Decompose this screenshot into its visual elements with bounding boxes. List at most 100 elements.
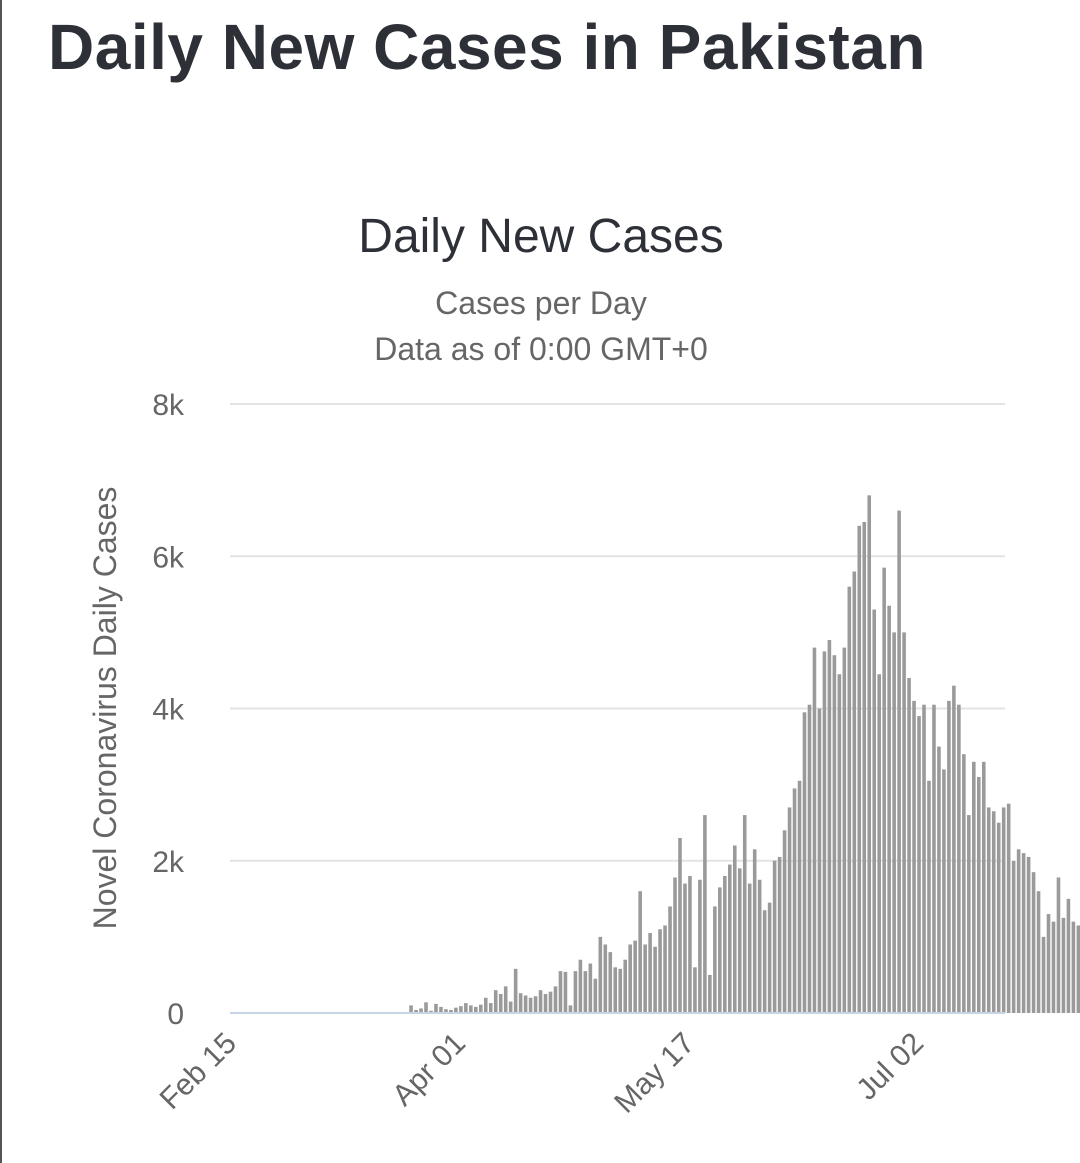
bar: [862, 521, 867, 1013]
y-axis-label: Novel Coronavirus Daily Cases: [87, 487, 123, 930]
bar: [578, 959, 583, 1013]
x-tick-label: May 17: [608, 1027, 701, 1120]
bar: [653, 946, 657, 1013]
bar: [1021, 853, 1026, 1013]
y-tick-label: 2k: [152, 846, 185, 879]
bar: [917, 716, 921, 1013]
bar: [867, 495, 872, 1014]
bar: [996, 822, 1001, 1013]
bar: [718, 887, 722, 1013]
bar: [693, 967, 697, 1013]
bar: [767, 902, 772, 1013]
y-tick-label: 6k: [152, 541, 185, 574]
bar: [618, 968, 623, 1013]
bar: [807, 704, 812, 1013]
bar: [1061, 917, 1066, 1013]
bar: [553, 986, 558, 1013]
x-tick-label: Apr 01: [386, 1027, 472, 1113]
bar: [688, 875, 692, 1013]
bar: [593, 978, 598, 1013]
bar: [892, 632, 896, 1014]
bar: [907, 678, 911, 1013]
x-tick-label: Feb 15: [154, 1027, 243, 1116]
bar: [558, 971, 563, 1013]
bar: [852, 571, 857, 1013]
bar: [483, 997, 488, 1013]
bar: [737, 868, 742, 1013]
bar: [952, 685, 956, 1013]
y-tick-label: 8k: [152, 389, 185, 422]
bar: [573, 971, 578, 1013]
bar: [588, 963, 593, 1013]
bar: [897, 510, 901, 1013]
bar: [434, 1003, 438, 1013]
bar: [493, 990, 498, 1013]
y-tick-labels: 0 2k 4k 6k 8k: [152, 389, 185, 1031]
bar: [444, 1009, 448, 1013]
bar: [732, 845, 737, 1013]
bar: [708, 974, 712, 1013]
bar: [568, 1005, 573, 1013]
bar: [827, 639, 832, 1013]
bar: [668, 906, 672, 1013]
bar: [498, 993, 503, 1013]
bar: [598, 936, 603, 1014]
bar: [942, 769, 946, 1013]
bar: [603, 944, 608, 1013]
bar: [1036, 891, 1041, 1013]
bar: [713, 906, 717, 1013]
bar: [832, 655, 837, 1013]
bar: [802, 712, 807, 1013]
bar: [857, 525, 862, 1013]
bar: [991, 811, 996, 1013]
bar: [459, 1006, 463, 1013]
bar: [454, 1007, 458, 1013]
bar: [777, 856, 782, 1013]
bar: [673, 877, 677, 1013]
left-edge-rule: [0, 0, 2, 1163]
bar: [972, 761, 976, 1013]
bar: [1041, 936, 1046, 1014]
bar: [419, 1008, 423, 1013]
bar: [628, 944, 632, 1013]
bar: [822, 651, 827, 1013]
bar: [479, 1004, 483, 1013]
bar: [678, 837, 682, 1013]
bar: [962, 754, 966, 1013]
bar: [723, 875, 727, 1013]
bar: [752, 849, 757, 1013]
bar: [837, 674, 842, 1013]
bar: [728, 864, 732, 1013]
bar: [1011, 860, 1016, 1013]
bar: [658, 929, 662, 1013]
bar: [533, 996, 538, 1013]
bar: [1051, 921, 1056, 1013]
bar: [1071, 921, 1076, 1013]
bar: [1076, 925, 1080, 1013]
bar: [543, 993, 548, 1013]
chart-title: Daily New Cases: [358, 210, 723, 263]
y-tick-label: 4k: [152, 694, 185, 727]
bars: [409, 495, 1080, 1014]
y-tick-label: 0: [167, 998, 184, 1031]
bar: [977, 777, 981, 1013]
x-tick-label: Jul 02: [850, 1027, 930, 1107]
chart-subtitle-line-2: Data as of 0:00 GMT+0: [374, 331, 708, 367]
bar: [986, 807, 991, 1013]
bar: [464, 1003, 468, 1013]
bar: [563, 971, 568, 1013]
bar: [842, 647, 847, 1013]
x-tick-labels: Feb 15 Apr 01 May 17 Jul 02: [154, 1027, 931, 1120]
bar: [449, 1009, 453, 1013]
bar: [703, 815, 707, 1013]
bar: [439, 1006, 443, 1013]
bar: [1046, 914, 1051, 1013]
bar: [787, 807, 792, 1013]
bar: [643, 944, 647, 1013]
bar: [424, 1002, 428, 1013]
bar: [469, 1005, 473, 1013]
bar: [887, 605, 891, 1013]
bar: [762, 910, 767, 1013]
bar: [757, 879, 762, 1013]
